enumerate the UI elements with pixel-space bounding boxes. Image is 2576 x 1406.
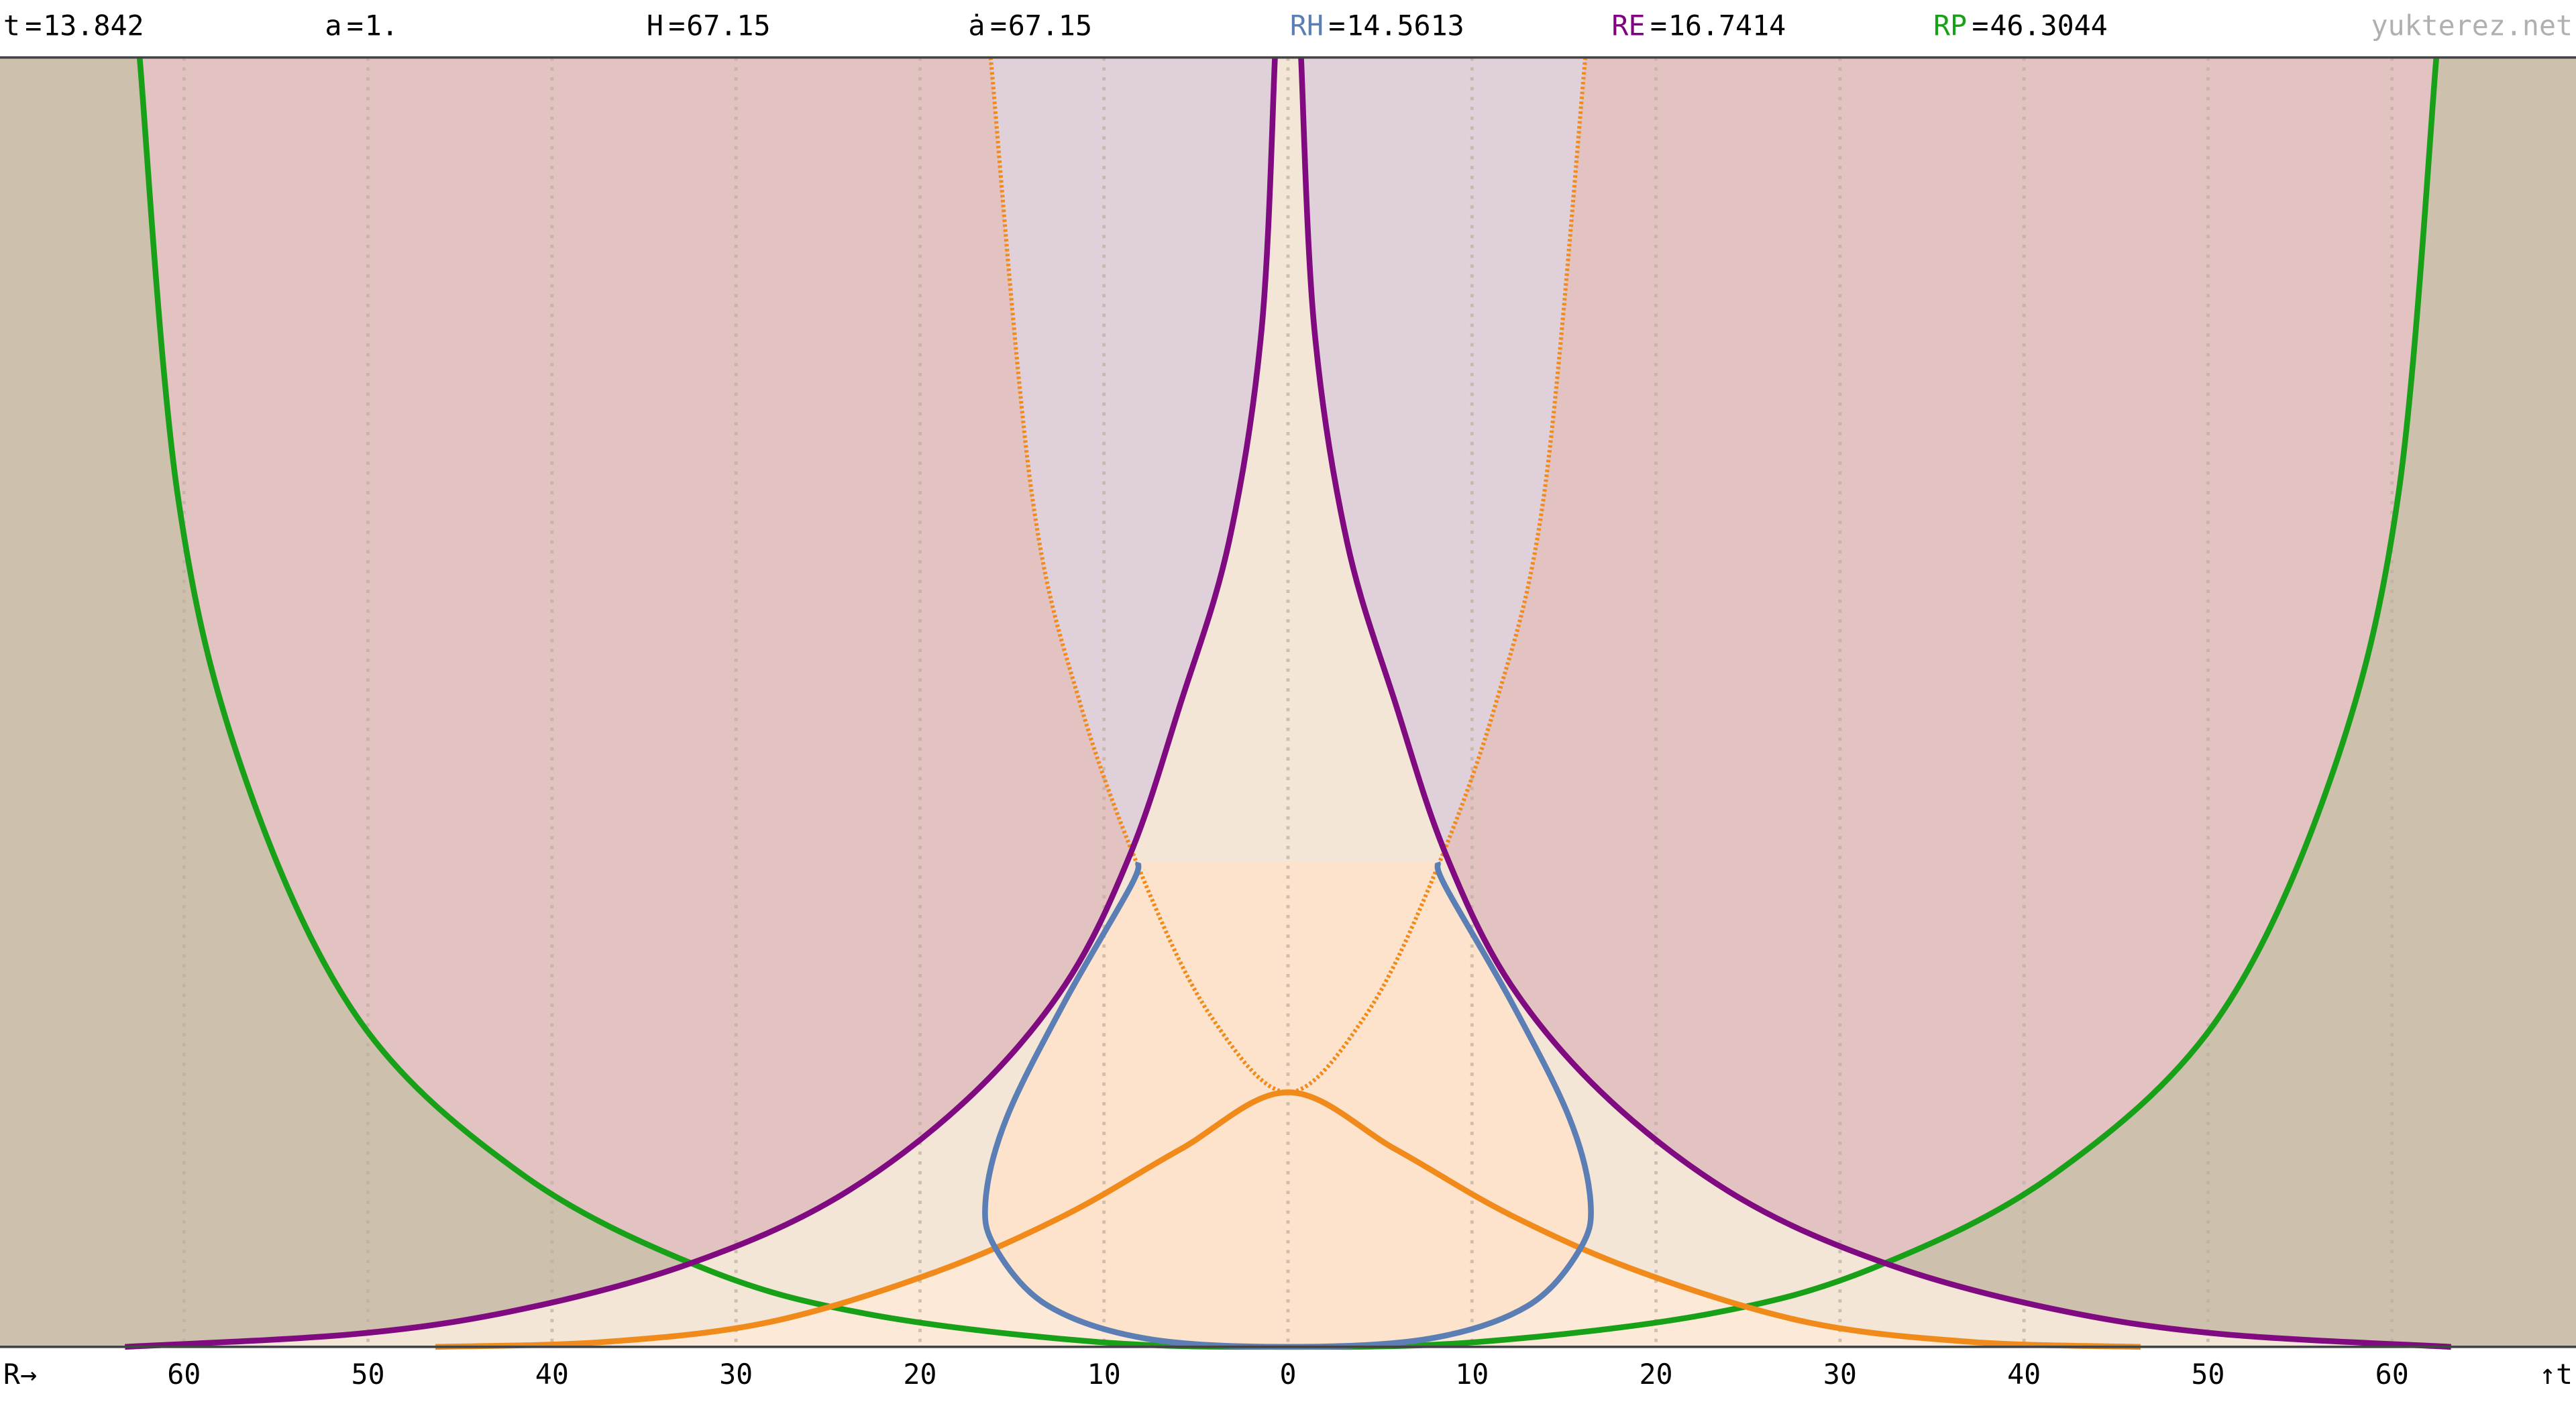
x-tick-label: 30	[719, 1358, 753, 1391]
region-fill	[125, 57, 2451, 1347]
x-tick-label: 10	[1455, 1358, 1489, 1391]
x-tick-label: 40	[535, 1358, 569, 1391]
header-value: 13.842	[43, 9, 144, 42]
header-value: 14.5613	[1346, 9, 1464, 42]
header-label: RH	[1290, 9, 1324, 42]
annotations: 60 50 40 30 20 10 0 10 20 30 40 50 60t = 13.842 a = 1. H = 6…	[0, 9, 2576, 1391]
header-label: RP	[1933, 9, 1967, 42]
x-tick-label: 0	[1279, 1358, 1296, 1391]
site-label: yukterez.net	[2371, 9, 2573, 42]
header-separator: =	[1650, 9, 1667, 42]
header-value: 1.	[365, 9, 398, 42]
header-value: 67.15	[686, 9, 770, 42]
header-label: a	[325, 9, 341, 42]
x-tick-label: 60	[167, 1358, 201, 1391]
header-label: t	[3, 9, 20, 42]
x-tick-label: 40	[2007, 1358, 2041, 1391]
x-tick-label: 10	[1087, 1358, 1121, 1391]
header-label: ȧ	[968, 9, 985, 42]
x-tick-label: 50	[352, 1358, 385, 1391]
x-tick-label: 20	[903, 1358, 936, 1391]
x-tick-label: 30	[1823, 1358, 1857, 1391]
header-separator: =	[347, 9, 364, 42]
header-label: H	[647, 9, 663, 42]
series-line	[125, 57, 2451, 1350]
header-separator: =	[25, 9, 42, 42]
x-axis-label: R→	[3, 1358, 37, 1391]
y-axis-label: ↑t	[2539, 1358, 2573, 1391]
x-tick-label: 50	[2191, 1358, 2224, 1391]
header-separator: =	[1328, 9, 1345, 42]
header-value: 16.7414	[1668, 9, 1786, 42]
header-value: 46.3044	[1990, 9, 2107, 42]
header-label: RE	[1611, 9, 1645, 42]
header-separator: =	[668, 9, 685, 42]
plot-area	[0, 57, 2576, 1350]
x-tick-label: 20	[1640, 1358, 1673, 1391]
header-separator: =	[1972, 9, 1988, 42]
series-line	[435, 1089, 2141, 1350]
x-tick-label: 60	[2375, 1358, 2409, 1391]
header-value: 67.15	[1008, 9, 1092, 42]
header-separator: =	[990, 9, 1007, 42]
